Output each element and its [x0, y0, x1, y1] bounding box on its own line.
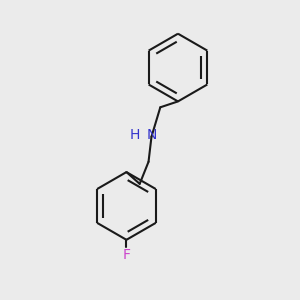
Text: F: F — [122, 248, 130, 262]
Text: N: N — [147, 128, 158, 142]
Text: H: H — [130, 128, 140, 142]
